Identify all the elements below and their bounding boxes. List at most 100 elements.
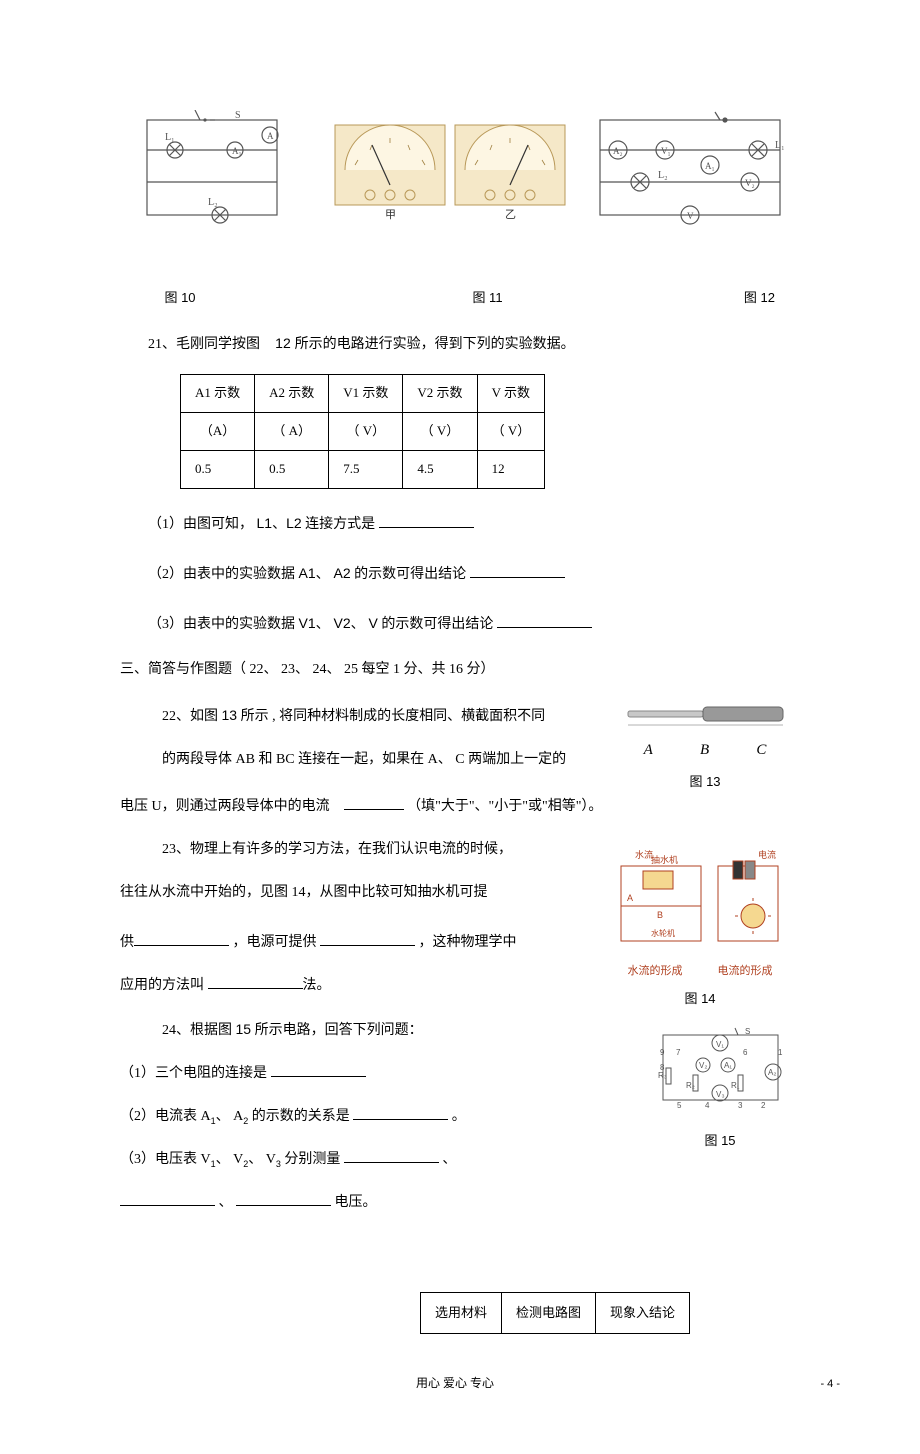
fig14-sub-right: 电流的形成: [718, 963, 773, 981]
svg-text:R₂: R₂: [686, 1081, 695, 1090]
svg-text:B: B: [657, 910, 663, 920]
svg-text:5: 5: [677, 1101, 682, 1110]
blank-fill: [236, 1192, 331, 1206]
q24-line-last: 、 电压。: [120, 1189, 790, 1217]
figure-15: V₁ V₂ A₁ A₂ V₃ S R₃ R₂ R₁ 9 8 7 6 1 5 4 …: [650, 1025, 790, 1153]
q24s3-tail: 、: [442, 1152, 456, 1167]
q24-fig: 15: [236, 1021, 252, 1037]
footer-motto: 用心 爱心 专心: [416, 1376, 494, 1390]
blank-fill: [470, 564, 565, 578]
th-v: V 示数: [477, 375, 545, 413]
svg-text:L₂: L₂: [208, 197, 218, 208]
unit-a1: （A）: [181, 412, 255, 450]
svg-text:A₁: A₁: [232, 146, 242, 156]
svg-text:6: 6: [743, 1048, 748, 1057]
svg-text:R₁: R₁: [731, 1081, 740, 1090]
svg-text:A₂: A₂: [613, 146, 623, 156]
q21-sub2: （2）由表中的实验数据 A1、 A2 的示数可得出结论: [148, 559, 790, 589]
conductor-diagram: [623, 701, 788, 731]
blank-fill: [344, 1149, 439, 1163]
unit-v2: （ V）: [403, 412, 477, 450]
bt-c3: 现象入结论: [596, 1292, 690, 1334]
fig11-label: 图 11: [448, 288, 528, 309]
q21s2-after: 的示数可得出结论: [354, 567, 470, 582]
svg-text:V₃: V₃: [716, 1090, 725, 1099]
circuit-diagram-15: V₁ V₂ A₁ A₂ V₃ S R₃ R₂ R₁ 9 8 7 6 1 5 4 …: [653, 1025, 788, 1115]
svg-text:A₁: A₁: [705, 161, 715, 171]
fig13-label: 图 13: [620, 772, 790, 793]
val-a2: 0.5: [255, 450, 329, 488]
svg-text:V₁: V₁: [661, 146, 671, 156]
svg-text:2: 2: [761, 1101, 766, 1110]
svg-text:8: 8: [660, 1063, 665, 1072]
label-B: B: [700, 738, 709, 762]
svg-text:S: S: [235, 110, 241, 121]
fig14-sub-left: 水流的形成: [628, 963, 683, 981]
val-v: 12: [477, 450, 545, 488]
blank-fill: [353, 1106, 448, 1120]
svg-text:水轮机: 水轮机: [651, 928, 675, 938]
label-A: A: [644, 738, 653, 762]
q22l1-after: 所示 , 将同种材料制成的长度相同、横截面积不同: [237, 709, 545, 724]
svg-text:水流: 水流: [635, 849, 653, 860]
svg-text:V₂: V₂: [699, 1061, 707, 1070]
th-v2: V2 示数: [403, 375, 477, 413]
bt-c1: 选用材料: [421, 1292, 502, 1334]
svg-text:甲: 甲: [385, 209, 396, 221]
q22-line3: 电压 U，则通过两段导体中的电流 （填"大于"、"小于"或"相等"）。: [120, 793, 790, 821]
fig15-label: 图 15: [650, 1131, 790, 1152]
svg-text:7: 7: [676, 1048, 681, 1057]
blank-fill: [497, 614, 592, 628]
svg-text:乙: 乙: [505, 208, 516, 221]
svg-text:L₁: L₁: [165, 132, 175, 143]
q21s1-after: 连接方式是: [305, 517, 379, 532]
q22l1-fig: 13: [222, 707, 238, 723]
q21-data-table: A1 示数 A2 示数 V1 示数 V2 示数 V 示数 （A） （ A） （ …: [180, 374, 545, 488]
ammeter-dials: 甲 乙: [325, 110, 570, 230]
table-row: A1 示数 A2 示数 V1 示数 V2 示数 V 示数: [181, 375, 545, 413]
q21-intro: 21、毛刚同学按图 12 所示的电路进行实验，得到下列的实验数据。: [120, 329, 790, 359]
circuit-diagram-12: A₂ V₁ A₁ V₂ V L₁ L₂: [590, 110, 790, 230]
table-row: （A） （ A） （ V） （ V） （ V）: [181, 412, 545, 450]
bt-c2: 检测电路图: [502, 1292, 596, 1334]
unit-v: （ V）: [477, 412, 545, 450]
table-row: 0.5 0.5 7.5 4.5 12: [181, 450, 545, 488]
q23l4-pre: 应用的方法叫: [120, 978, 208, 993]
q22l3-after: （填"大于"、"小于"或"相等"）。: [407, 799, 602, 814]
svg-text:抽水机: 抽水机: [651, 854, 678, 865]
q24s1-text: （1）三个电阻的连接是: [120, 1066, 271, 1081]
val-v2: 4.5: [403, 450, 477, 488]
page-footer: 用心 爱心 专心 - 4 -: [120, 1374, 790, 1394]
section-3-title: 三、简答与作图题（ 22、 23、 24、 25 每空 1 分、共 16 分）: [120, 659, 790, 681]
q24-pre: 24、根据图: [162, 1023, 236, 1038]
q24s3-m1: 、 V: [216, 1152, 244, 1167]
q21s3-after: 的示数可得出结论: [381, 617, 497, 632]
svg-text:4: 4: [705, 1101, 710, 1110]
val-a1: 0.5: [181, 450, 255, 488]
page-number: - 4 -: [820, 1376, 840, 1394]
blank-fill: [134, 932, 229, 946]
fig12-label: 图 12: [695, 288, 775, 309]
q21s1-pre: （1）由图可知，: [148, 517, 253, 532]
figure-row-top: L₁ L₂ S A₁ A 甲: [120, 110, 790, 238]
svg-text:S: S: [745, 1027, 750, 1036]
blank-fill: [379, 514, 474, 528]
blank-fill: [271, 1063, 366, 1077]
q23l4-after: 法。: [303, 978, 331, 993]
q24-after: 所示电路，回答下列问题：: [251, 1023, 423, 1038]
svg-text:V₂: V₂: [745, 178, 755, 188]
th-a1: A1 示数: [181, 375, 255, 413]
q24s2-after: 的示数的关系是: [248, 1109, 353, 1124]
q21-sub3: （3）由表中的实验数据 V1、 V2、 V 的示数可得出结论: [148, 609, 790, 639]
q21s1-mid: L1、L2: [257, 515, 302, 531]
svg-text:1: 1: [778, 1048, 783, 1057]
svg-text:V: V: [687, 211, 694, 221]
q21-figref: 12: [264, 335, 295, 351]
q21-text-pre: 21、毛刚同学按图: [148, 337, 260, 352]
q23l3-m2: ，这种物理学中: [419, 935, 517, 950]
blank-fill: [208, 975, 303, 989]
bottom-small-table: 选用材料 检测电路图 现象入结论: [420, 1292, 690, 1335]
q21s2-pre: （2）由表中的实验数据: [148, 567, 299, 582]
q24ll-mid: 、: [219, 1195, 237, 1210]
q24s3-m2: 、 V: [248, 1152, 276, 1167]
